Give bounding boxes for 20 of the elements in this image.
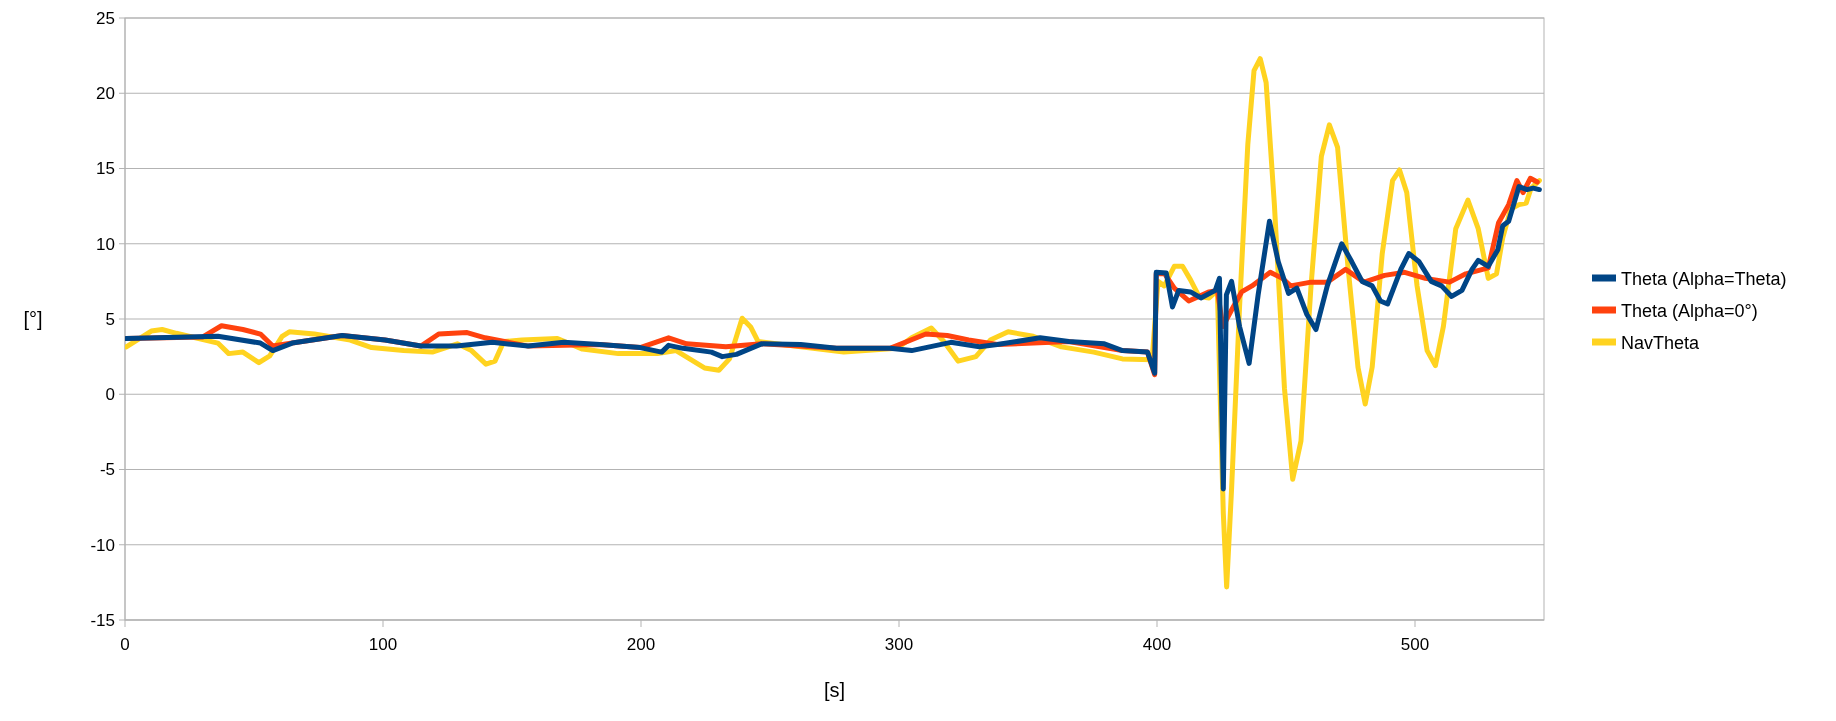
legend-label: NavTheta [1621, 332, 1701, 353]
x-tick-label: 300 [884, 635, 914, 654]
y-tick-label: 15 [96, 159, 115, 179]
y-tick-label: -10 [90, 535, 115, 555]
x-tick-label: 200 [626, 635, 656, 654]
legend-label: Theta (Alpha=0°) [1621, 300, 1758, 321]
y-tick-label: 0 [105, 385, 115, 405]
y-tick-label: 25 [96, 8, 115, 28]
y-tick-label: 10 [96, 234, 115, 254]
x-tick-label: 500 [1400, 635, 1430, 654]
x-tick-label: 400 [1142, 635, 1172, 654]
x-tick-label: 100 [368, 635, 398, 654]
y-axis-title: [°] [23, 308, 43, 330]
y-tick-label: 5 [105, 309, 115, 329]
y-tick-label: -15 [90, 610, 115, 630]
y-tick-label: 20 [96, 84, 115, 104]
x-tick-label: 0 [120, 635, 130, 654]
legend-label: Theta (Alpha=Theta) [1621, 268, 1787, 289]
x-axis-title: [s] [823, 679, 846, 701]
y-tick-label: -5 [99, 460, 115, 480]
